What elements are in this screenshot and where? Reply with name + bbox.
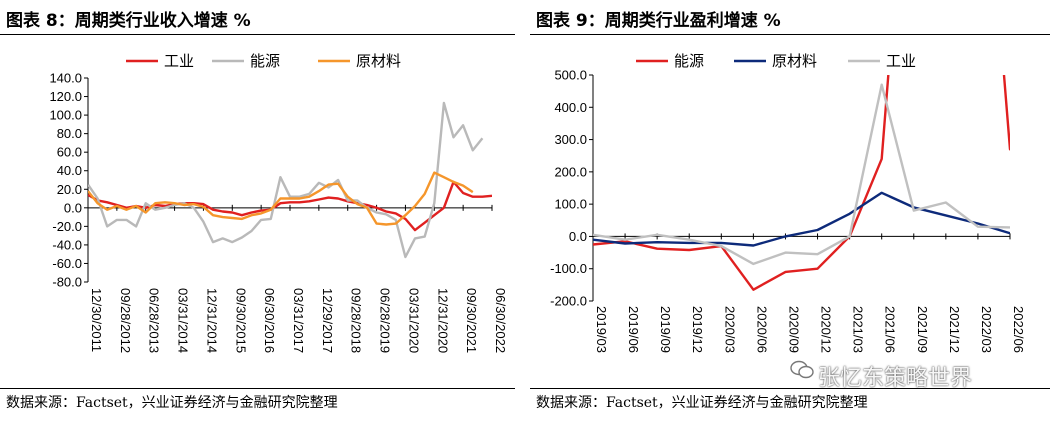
left-series-line-工业 <box>88 180 492 232</box>
left-y-tick-label: 40.0 <box>57 163 82 178</box>
right-chart-panel: 图表 9：周期类行业盈利增速 % 500.0 400.0 300.0 200.0 100… <box>530 0 1050 421</box>
right-x-tick-label: 2021/03 <box>851 306 866 353</box>
left-x-tick-label: 03/31/2014 <box>176 288 191 353</box>
left-y-tick-label: 0.0 <box>64 200 82 215</box>
right-x-tick-label: 2019/09 <box>658 306 673 353</box>
left-x-tick-label: 06/30/2016 <box>262 288 277 353</box>
right-series-line-能源 <box>593 75 890 291</box>
right-y-tick-label: 400.0 <box>554 100 587 115</box>
left-y-tick-label: -80.0 <box>52 275 82 290</box>
right-source-note: 数据来源：Factset，兴业证券经济与金融研究院整理 <box>536 395 868 411</box>
left-source-rule <box>0 388 515 389</box>
right-x-tick-label: 2020/09 <box>786 306 801 353</box>
right-y-tick-label: 300.0 <box>554 132 587 147</box>
left-legend-label-工业: 工业 <box>164 52 194 70</box>
right-y-tick-label: 500.0 <box>554 68 587 83</box>
left-x-tick-label: 03/31/2020 <box>406 288 421 353</box>
left-y-tick-label: 80.0 <box>57 126 82 141</box>
left-y-tick-label: -60.0 <box>52 256 82 271</box>
left-y-tick-label: 20.0 <box>57 182 82 197</box>
left-x-tick-label: 09/28/2018 <box>349 288 364 353</box>
left-x-tick-label: 12/30/2011 <box>89 288 104 352</box>
watermark: 张忆东策略世界 <box>790 360 972 392</box>
left-title-rule <box>0 34 515 35</box>
left-chart-panel: 图表 8：周期类行业收入增速 % 140.0 120.0 100.0 80.0 60.0… <box>0 0 515 421</box>
left-x-tick-label: 06/28/2013 <box>147 288 162 353</box>
left-series-line-原材料 <box>88 171 474 226</box>
left-x-tick-label: 12/31/2020 <box>435 288 450 353</box>
left-legend-label-能源: 能源 <box>250 52 280 70</box>
right-legend-label-工业: 工业 <box>886 52 916 70</box>
left-x-tick-label: 12/31/2014 <box>204 288 219 353</box>
right-legend-label-能源: 能源 <box>674 52 704 70</box>
right-x-tick-label: 2020/12 <box>819 306 834 353</box>
left-y-tick-label: 100.0 <box>49 108 82 123</box>
right-title-rule <box>530 34 1050 35</box>
right-x-tick-label: 2019/06 <box>626 306 641 353</box>
right-x-tick-label: 2020/03 <box>722 306 737 353</box>
right-y-tick-label: 0.0 <box>569 229 587 244</box>
left-series-line-能源 <box>88 101 484 259</box>
right-series-line-能源 <box>1002 75 1010 151</box>
left-y-tick-label: -20.0 <box>52 219 82 234</box>
left-y-tick-label: 140.0 <box>49 71 82 86</box>
left-source-note: 数据来源：Factset，兴业证券经济与金融研究院整理 <box>6 395 338 411</box>
left-line-chart: 140.0 120.0 100.0 80.0 60.0 40.0 20.0 0.0 -20.0 -… <box>49 52 508 353</box>
right-x-tick-label: 2021/12 <box>947 306 962 353</box>
right-y-tick-label: 200.0 <box>554 164 587 179</box>
right-source-rule <box>530 388 1050 389</box>
right-line-chart: 500.0 400.0 300.0 200.0 100.0 0.0 -100.0 -200.0… <box>550 52 1026 353</box>
right-x-tick-label: 2022/03 <box>979 306 994 353</box>
left-y-tick-label: -40.0 <box>52 237 82 252</box>
right-x-tick-label: 2021/09 <box>915 306 930 353</box>
left-y-tick-label: 60.0 <box>57 145 82 160</box>
right-legend-label-原材料: 原材料 <box>772 52 817 70</box>
left-x-tick-label: 06/30/2022 <box>493 288 508 353</box>
left-x-tick-label: 09/30/2015 <box>233 288 248 353</box>
right-x-tick-label: 2020/06 <box>754 306 769 353</box>
left-y-tick-label: 120.0 <box>49 89 82 104</box>
left-x-tick-label: 06/28/2019 <box>378 288 393 353</box>
right-x-tick-label: 2021/06 <box>883 306 898 353</box>
right-x-tick-label: 2019/12 <box>690 306 705 353</box>
left-x-tick-label: 12/29/2017 <box>320 288 335 353</box>
left-legend-label-原材料: 原材料 <box>356 52 401 70</box>
left-x-tick-label: 09/28/2012 <box>118 288 133 353</box>
watermark-text: 张忆东策略世界 <box>818 366 973 391</box>
right-y-tick-label: 100.0 <box>554 197 587 212</box>
left-x-tick-label: 03/31/2017 <box>291 288 306 353</box>
wechat-icon <box>790 360 814 389</box>
left-chart-title: 图表 8：周期类行业收入增速 % <box>6 11 251 31</box>
right-x-tick-label: 2022/06 <box>1011 306 1026 353</box>
right-series-line-工业 <box>593 83 1010 266</box>
right-chart-title: 图表 9：周期类行业盈利增速 % <box>536 11 781 31</box>
right-series-line-原材料 <box>593 191 1010 247</box>
right-y-tick-label: -200.0 <box>550 294 587 309</box>
right-y-tick-label: -100.0 <box>550 261 587 276</box>
left-x-tick-label: 09/30/2021 <box>464 288 479 353</box>
right-x-tick-label: 2019/03 <box>594 306 609 353</box>
